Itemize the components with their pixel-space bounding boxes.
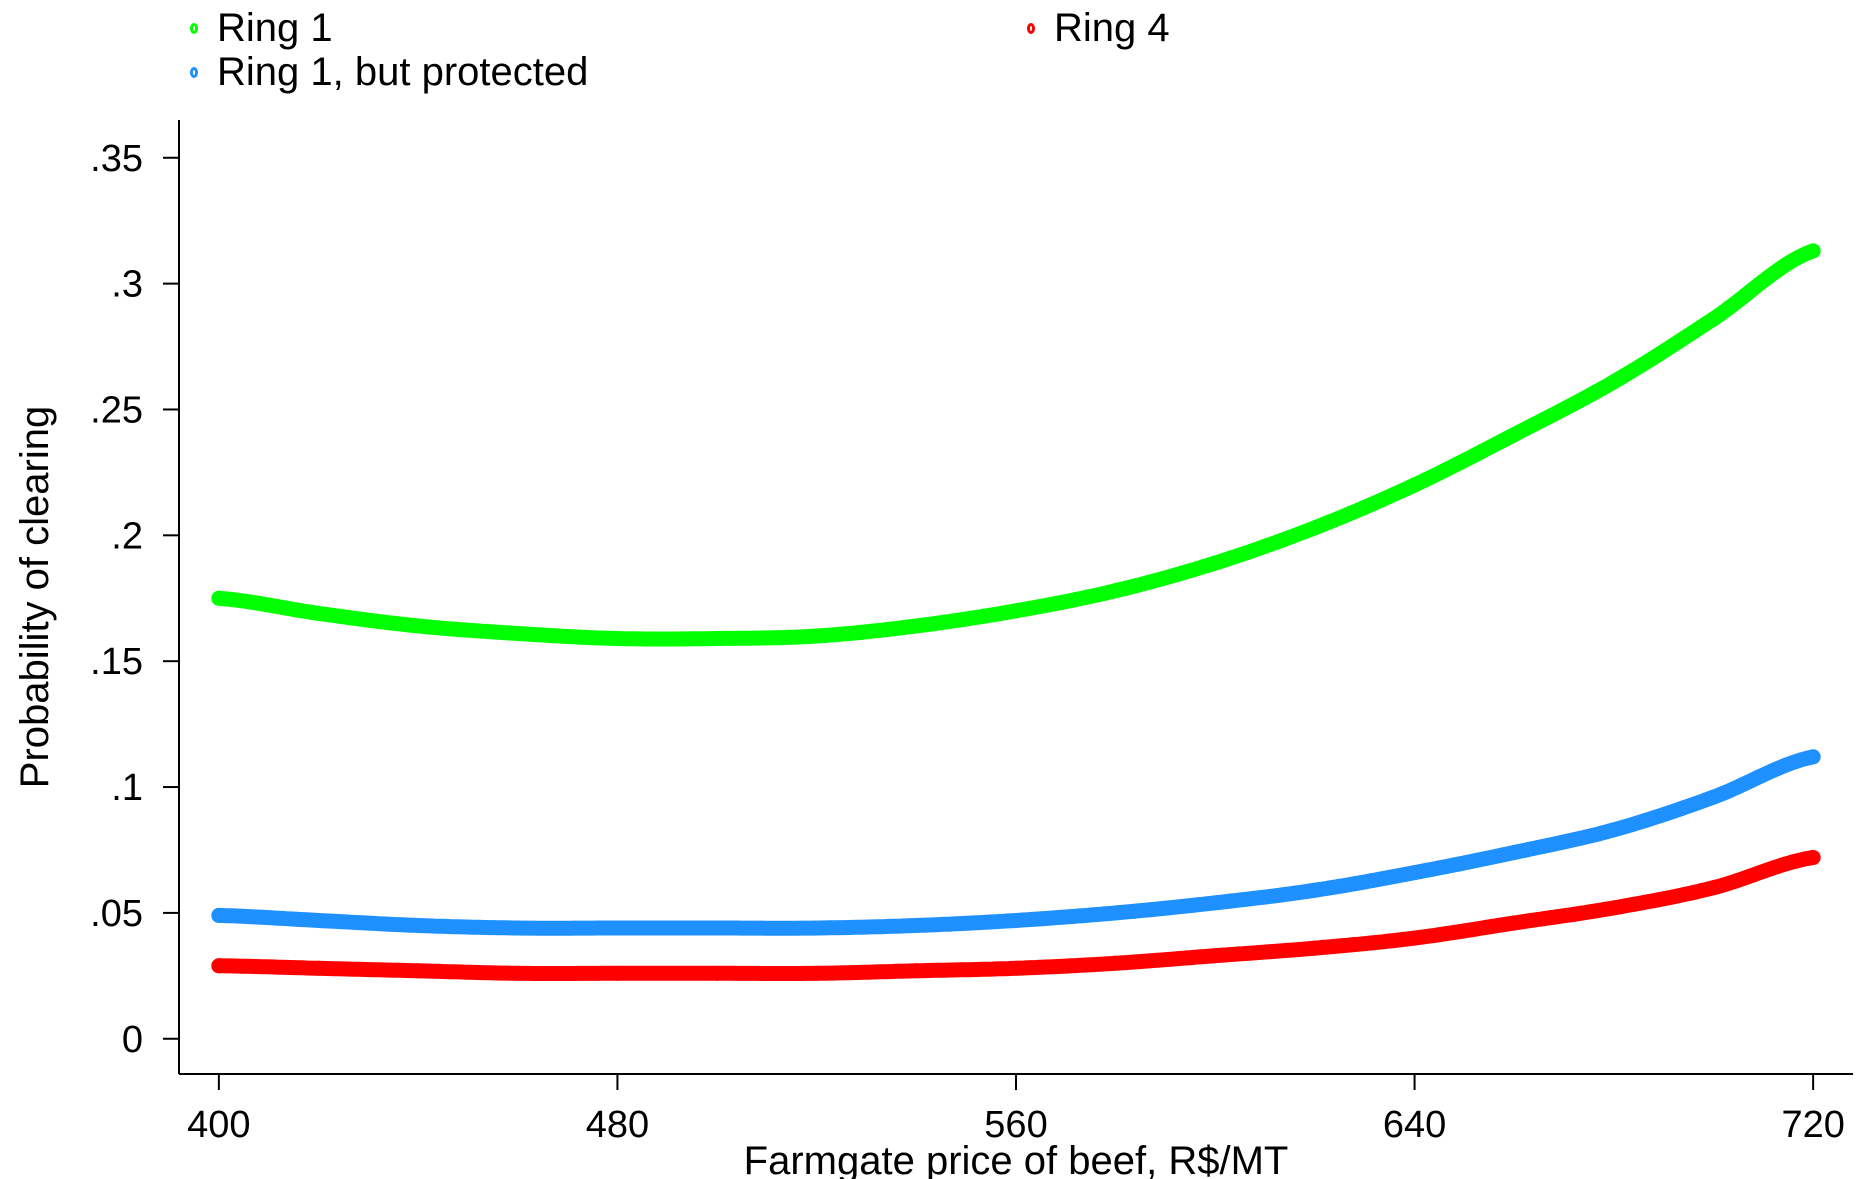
data-point <box>609 920 625 936</box>
data-point <box>809 965 825 981</box>
series-layer <box>211 243 1821 981</box>
data-point <box>1506 844 1522 860</box>
data-point <box>1008 603 1024 619</box>
data-point <box>211 907 227 923</box>
data-point <box>1108 955 1124 971</box>
data-point <box>1307 882 1323 898</box>
data-point <box>1805 243 1821 259</box>
data-point <box>211 590 227 606</box>
data-point <box>510 625 526 641</box>
x-tick-label: 640 <box>1383 1104 1446 1146</box>
data-point <box>908 618 924 634</box>
legend-marker-ring-1 <box>190 23 198 34</box>
data-point <box>311 912 326 928</box>
data-point <box>311 960 326 976</box>
data-point <box>211 958 227 974</box>
data-point <box>1506 915 1522 931</box>
data-point <box>1108 905 1124 921</box>
legend-label-ring-1-protected: Ring 1, but protected <box>217 50 589 94</box>
data-point <box>1706 311 1721 327</box>
data-point <box>510 920 526 936</box>
data-point <box>1207 895 1223 911</box>
data-point <box>1606 822 1622 838</box>
x-tick-label: 480 <box>586 1104 649 1146</box>
data-point <box>1008 960 1024 976</box>
data-point <box>1407 477 1423 493</box>
y-axis-label: Probability of clearing <box>13 406 57 788</box>
data-point <box>410 618 426 634</box>
data-point <box>510 965 526 981</box>
data-point <box>1407 930 1423 946</box>
series-line <box>211 243 1821 647</box>
series-1 <box>211 749 1821 936</box>
x-ticks: 400 480 560 640 720 <box>187 1074 1845 1146</box>
legend-marker-ring-4 <box>1027 23 1035 34</box>
data-point <box>1606 374 1622 390</box>
data-point <box>1706 789 1721 805</box>
data-point <box>709 631 725 647</box>
legend-item-ring-1: Ring 1 <box>190 6 333 51</box>
data-point <box>809 920 825 936</box>
data-point <box>1506 427 1522 443</box>
legend-label-ring-4: Ring 4 <box>1054 6 1170 50</box>
data-point <box>410 917 426 933</box>
data-point <box>609 965 625 981</box>
data-point <box>1307 520 1323 536</box>
data-point <box>1706 880 1721 896</box>
x-tick-label: 400 <box>187 1104 250 1146</box>
data-point <box>1207 555 1223 571</box>
x-axis-label: Farmgate price of beef, R$/MT <box>744 1139 1289 1179</box>
x-tick-label: 560 <box>984 1104 1047 1146</box>
y-tick-label: .3 <box>111 264 143 306</box>
series-0 <box>211 243 1821 647</box>
data-point <box>809 628 825 644</box>
data-point <box>908 917 924 933</box>
legend-marker-ring-1-protected <box>190 67 198 78</box>
data-point <box>1805 749 1821 765</box>
y-tick-label: .2 <box>111 515 143 557</box>
x-tick-label: 720 <box>1781 1104 1844 1146</box>
data-point <box>410 963 426 979</box>
data-point <box>908 963 924 979</box>
y-tick-label: .25 <box>90 389 143 431</box>
data-point <box>709 920 725 936</box>
data-point <box>1207 948 1223 964</box>
y-tick-label: .05 <box>90 893 143 935</box>
series-line <box>211 749 1821 936</box>
legend-item-ring-4: Ring 4 <box>1027 6 1170 51</box>
data-point <box>1108 583 1124 599</box>
data-point <box>609 631 625 647</box>
y-tick-label: .15 <box>90 641 143 683</box>
legend-label-ring-1: Ring 1 <box>217 6 333 50</box>
legend-item-ring-1-protected: Ring 1, but protected <box>190 50 588 95</box>
data-point <box>1805 850 1821 866</box>
y-tick-label: 0 <box>122 1019 143 1061</box>
data-point <box>311 605 326 621</box>
y-tick-label: .1 <box>111 767 143 809</box>
data-point <box>1407 865 1423 881</box>
series-2 <box>211 850 1821 981</box>
y-ticks: 0 .05 .1 .15 .2 .25 .3 .35 <box>90 138 179 1061</box>
y-tick-label: .35 <box>90 138 143 180</box>
data-point <box>1307 940 1323 956</box>
data-point <box>1008 912 1024 928</box>
data-point <box>709 965 725 981</box>
data-point <box>1606 900 1622 916</box>
